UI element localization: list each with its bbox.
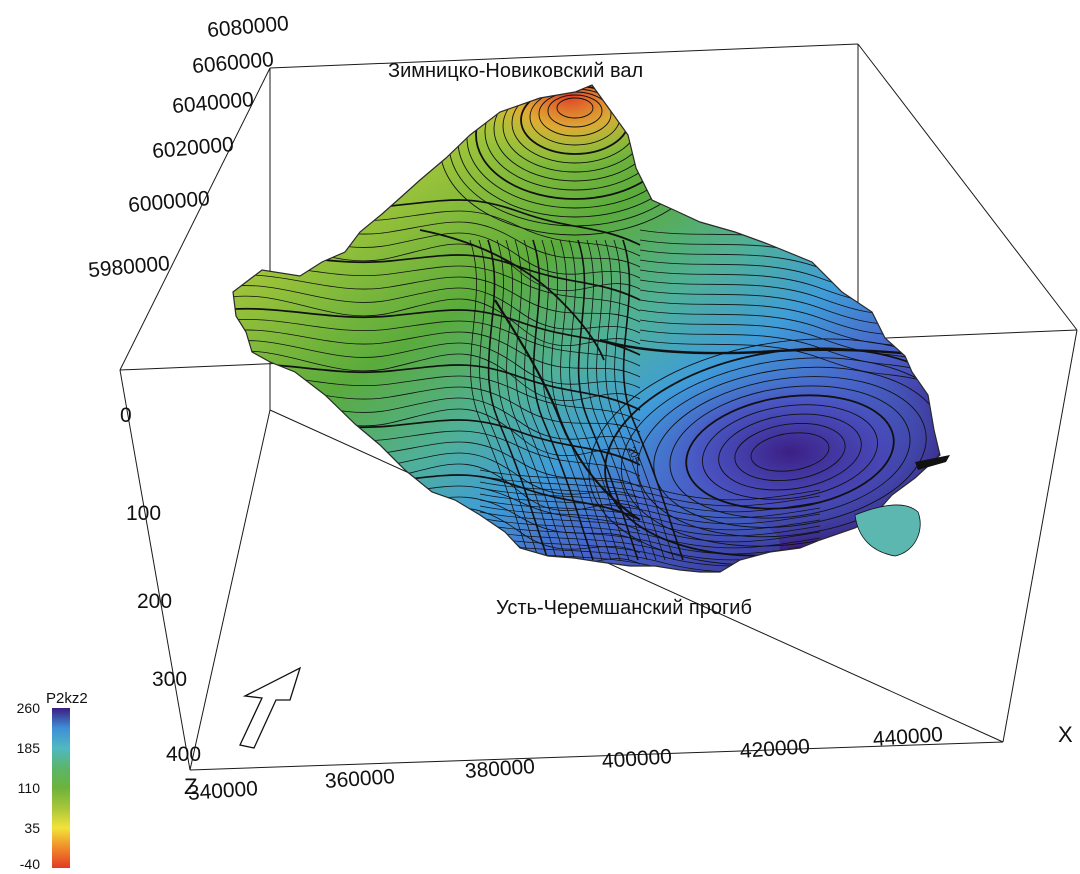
contour-line (541, 239, 603, 561)
z-tick-label: 300 (152, 668, 188, 691)
contour-line (479, 511, 821, 543)
contour-line (233, 318, 641, 367)
contour-line (669, 385, 911, 519)
contour-line (613, 239, 675, 561)
contour-line (702, 404, 878, 500)
contour-line (604, 239, 666, 561)
river-line (599, 338, 913, 356)
contour-line (479, 523, 821, 555)
thalweg-line (494, 299, 641, 521)
contour-line (568, 239, 630, 561)
contour-line (479, 499, 821, 531)
contour-line (478, 239, 540, 561)
x-tick-label: 440000 (872, 723, 944, 751)
contour-line (586, 239, 648, 561)
contour-line (588, 338, 940, 566)
z-tick-label: 0 (120, 404, 132, 427)
colorbar (52, 708, 70, 868)
contour-line (622, 239, 684, 561)
contour-line (750, 432, 830, 472)
colorbar-tick-label: 260 (16, 700, 40, 716)
colorbar-tick-label: 185 (16, 740, 40, 756)
contour-line (505, 239, 567, 561)
contour-line (637, 366, 940, 538)
z-tick-label: 200 (137, 590, 173, 613)
z-axis-letter: Z (184, 774, 198, 799)
colorbar-tick-label: 35 (24, 820, 40, 836)
contour-line (496, 239, 558, 561)
contour-line (479, 493, 821, 525)
contour-line (233, 295, 641, 346)
contour-line (233, 340, 641, 389)
z-tick-label: 400 (166, 743, 202, 766)
contour-line (479, 505, 821, 537)
contour-line (685, 394, 895, 510)
annotation-south: Усть-Черемшанский прогиб (496, 597, 752, 619)
x-tick-label: 400000 (601, 745, 673, 773)
contour-line (639, 339, 921, 381)
contour-line (233, 285, 641, 334)
contour-line (233, 329, 641, 378)
contour-line (639, 309, 921, 351)
contour-line (639, 329, 921, 371)
contour-line (523, 239, 585, 561)
contour-line (620, 357, 940, 547)
contour-line (718, 413, 862, 491)
colorbar-title: P2kz2 (46, 690, 88, 707)
colorbar-tick-label: 110 (17, 780, 40, 796)
contour-line (547, 94, 603, 128)
north-arrow-icon (239, 666, 302, 749)
contour-line (514, 239, 576, 561)
contour-line (532, 239, 594, 561)
contour-line (556, 97, 594, 119)
surface: 205 (232, 84, 950, 573)
surface-spur (915, 455, 950, 470)
ridge-line (419, 229, 605, 361)
contour-line (479, 487, 821, 519)
contour-line (479, 469, 821, 501)
contour-line (734, 423, 846, 481)
contour-line (487, 239, 549, 561)
contour-line (604, 347, 940, 557)
contour-line (479, 517, 821, 549)
z-tick-label: 100 (126, 502, 162, 525)
colorbar-tick-label: -40 (19, 856, 40, 872)
contour-line (479, 481, 821, 513)
contour-line (653, 376, 927, 528)
x-tick-label: 420000 (739, 735, 811, 763)
contour-line (233, 274, 641, 323)
annotation-north: Зимницко-Новиковский вал (388, 60, 644, 82)
contour-line (577, 239, 639, 561)
contour-line (595, 239, 657, 561)
x-tick-label: 360000 (324, 765, 396, 793)
contour-line (479, 475, 821, 507)
x-tick-label: 380000 (464, 755, 536, 783)
x-tick-label: 340000 (187, 777, 259, 805)
surface-lobe (854, 504, 921, 557)
contour-line (639, 319, 921, 361)
x-axis-letter: X (1058, 722, 1073, 747)
